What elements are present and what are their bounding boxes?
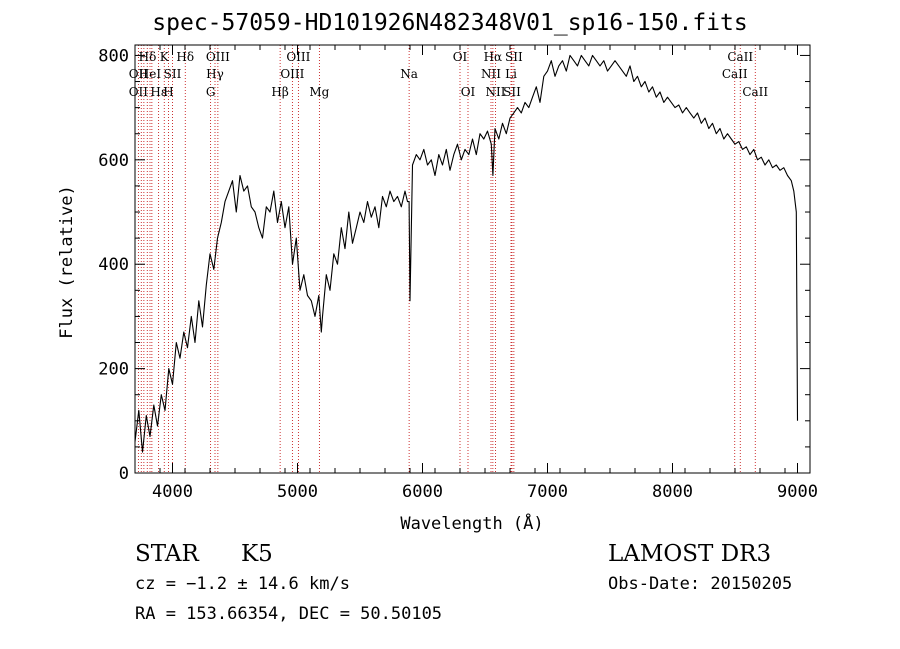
- line-label-24: SII: [503, 85, 521, 99]
- x-tick-label-5: 9000: [777, 482, 818, 502]
- line-label-13: OIII: [286, 50, 310, 64]
- line-label-7: H: [163, 85, 173, 99]
- line-label-12: Hβ: [271, 85, 288, 99]
- line-label-19: Hα: [484, 50, 503, 64]
- line-label-20: SII: [505, 50, 523, 64]
- survey-name: LAMOST DR3: [608, 541, 772, 567]
- line-label-2: OII: [129, 85, 149, 99]
- line-label-18: OI: [461, 85, 476, 99]
- line-label-23: NII: [486, 85, 506, 99]
- y-tick-label-3: 600: [98, 151, 129, 171]
- emission-line-markers: [137, 45, 756, 473]
- line-label-25: CaII: [727, 50, 753, 64]
- line-label-1: OII: [129, 67, 149, 81]
- x-tick-label-2: 6000: [402, 482, 443, 502]
- line-label-5: K: [160, 50, 170, 64]
- object-class: STAR: [135, 541, 199, 567]
- x-tick-label-0: 4000: [152, 482, 193, 502]
- x-tick-label-4: 8000: [652, 482, 693, 502]
- y-axis-label: Flux (relative): [57, 185, 77, 339]
- line-label-16: Na: [400, 67, 418, 81]
- line-label-11: G: [206, 85, 216, 99]
- chart-title: spec-57059-HD101926N482348V01_sp16-150.f…: [152, 10, 748, 36]
- y-tick-label-4: 800: [98, 46, 129, 66]
- line-label-8: Hδ: [176, 50, 194, 64]
- line-label-10: Hγ: [206, 67, 224, 81]
- line-label-0: Hδ: [139, 50, 157, 64]
- line-label-9: OIII: [206, 50, 230, 64]
- line-label-26: CaII: [722, 67, 748, 81]
- x-tick-label-3: 7000: [527, 482, 568, 502]
- line-label-17: OI: [453, 50, 468, 64]
- line-label-22: Li: [505, 67, 517, 81]
- line-label-6: SII: [164, 67, 182, 81]
- line-label-4: Hε: [150, 85, 167, 99]
- line-label-14: OIII: [280, 67, 304, 81]
- line-label-27: CaII: [742, 85, 768, 99]
- line-label-15: Mg: [309, 85, 329, 99]
- spectral-subclass: K5: [241, 541, 273, 567]
- y-tick-label-2: 400: [98, 255, 129, 275]
- x-axis-label: Wavelength (Å): [400, 512, 543, 534]
- y-tick-label-0: 0: [119, 464, 129, 484]
- y-tick-label-1: 200: [98, 360, 129, 380]
- coordinates: RA = 153.66354, DEC = 50.50105: [135, 604, 443, 624]
- plot-frame: [134, 44, 811, 474]
- spectrum-series: [134, 54, 799, 453]
- axis-ticks: 4000 5000 6000 7000 8000 9000 0 200 400 600 800: [98, 45, 818, 502]
- x-tick-label-1: 5000: [277, 482, 318, 502]
- redshift-readout: cz = −1.2 ± 14.6 km/s: [135, 574, 350, 594]
- line-label-3: HeI: [139, 67, 162, 81]
- line-label-21: NII: [481, 67, 501, 81]
- spectrum-line: [134, 54, 799, 453]
- obs-date: Obs-Date: 20150205: [608, 574, 793, 594]
